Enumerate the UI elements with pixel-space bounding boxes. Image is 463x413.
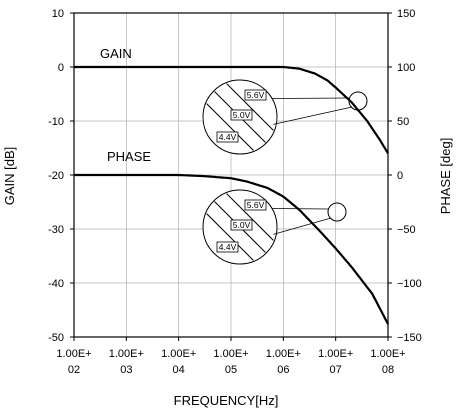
x-axis-ticks: 1.00E+ 02 1.00E+ 03 1.00E+ 04 1.00E+ 05 1.00E+ 06… [56, 337, 406, 376]
x-tick-label-bottom: 03 [120, 364, 132, 376]
voltage-label: 5.6V [247, 90, 265, 100]
right-tick-label: −50 [397, 224, 416, 236]
right-tick-label: 50 [397, 116, 409, 128]
left-tick-label: -30 [48, 224, 64, 236]
callout-line [271, 97, 351, 99]
left-axis-ticks: 10 0 -10 -20 -30 -40 -50 [48, 8, 74, 344]
voltage-label: 4.4V [219, 242, 237, 252]
right-tick-label: 0 [397, 170, 403, 182]
voltage-label-box [230, 219, 253, 231]
x-axis-label: FREQUENCY[Hz] [174, 393, 279, 408]
x-tick-label-bottom: 07 [330, 364, 342, 376]
zoom-trace-line [222, 191, 276, 263]
left-tick-label: 0 [58, 62, 64, 74]
left-tick-label: -50 [48, 332, 64, 344]
x-tick-label-top: 1.00E+ [161, 348, 196, 360]
x-tick-label-bottom: 08 [382, 364, 394, 376]
voltage-label-box [244, 89, 267, 101]
voltage-label-box [230, 109, 253, 121]
x-tick-label-top: 1.00E+ [56, 348, 91, 360]
left-tick-label: -40 [48, 278, 64, 290]
zoom-target-circle [348, 91, 368, 111]
x-tick-label-top: 1.00E+ [370, 348, 405, 360]
right-axis-ticks: 150 100 50 0 −50 −100 −150 [388, 8, 422, 344]
callout-line [273, 106, 353, 125]
voltage-label-box [216, 131, 239, 143]
zoom-target-circle [327, 202, 347, 222]
x-tick-label-bottom: 04 [173, 364, 185, 376]
right-tick-label: −100 [397, 278, 422, 290]
x-tick-label-bottom: 02 [68, 364, 80, 376]
left-axis-label: GAIN [dB] [2, 147, 17, 206]
voltage-label: 5.0V [233, 220, 251, 230]
left-tick-label: -10 [48, 116, 64, 128]
zoom-trace-line [222, 81, 276, 153]
voltage-label: 4.4V [219, 132, 237, 142]
voltage-label-box [216, 241, 239, 253]
left-tick-label: -20 [48, 170, 64, 182]
gain-series-line [74, 65, 389, 154]
callout-line [273, 217, 332, 235]
voltage-label-box [244, 199, 267, 211]
callout-line [271, 208, 330, 210]
right-tick-label: 100 [397, 62, 415, 74]
right-tick-label: 150 [397, 8, 415, 20]
right-tick-label: −150 [397, 332, 422, 344]
zoom-trace-line [204, 81, 258, 153]
right-axis-label: PHASE [deg] [438, 138, 453, 215]
x-tick-label-top: 1.00E+ [109, 348, 144, 360]
x-tick-label-top: 1.00E+ [266, 348, 301, 360]
x-tick-label-top: 1.00E+ [213, 348, 248, 360]
phase-series-label: PHASE [107, 149, 151, 164]
voltage-label: 5.6V [247, 200, 265, 210]
phase-series-line [74, 173, 389, 325]
series-group [74, 65, 389, 325]
phase-inset: 5.6V 5.0V 4.4V [202, 189, 347, 265]
x-tick-label-top: 1.00E+ [318, 348, 353, 360]
gain-series-label: GAIN [100, 46, 132, 61]
left-tick-label: 10 [52, 8, 64, 20]
zoom-trace-line [204, 191, 258, 263]
gain-inset: 5.6V 5.0V 4.4V [202, 79, 368, 155]
voltage-label: 5.0V [233, 110, 251, 120]
x-tick-label-bottom: 05 [225, 364, 237, 376]
x-tick-label-bottom: 06 [277, 364, 289, 376]
inset-group: 5.6V 5.0V 4.4V 5.6V 5.0V 4.4V [202, 79, 368, 265]
